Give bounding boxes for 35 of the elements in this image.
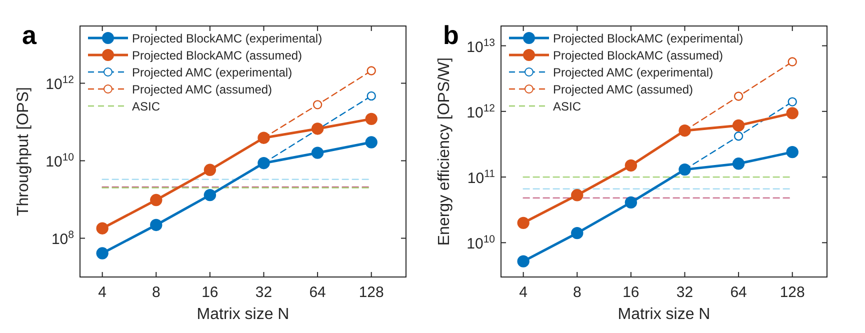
y-tick-label: 10$^{8}$: [51, 229, 74, 248]
x-tick-label: 4: [519, 284, 528, 301]
legend-label: ASIC: [132, 100, 160, 114]
x-tick-label: 32: [676, 284, 694, 301]
x-axis-title: Matrix size N: [618, 306, 710, 323]
y-tick-label: 10$^{12}$: [46, 74, 74, 94]
y-axis-title: Throughput [OPS]: [15, 87, 32, 216]
text: a: [22, 20, 37, 50]
x-tick-label: 128: [358, 284, 384, 301]
y-tick-label: 10$^{13}$: [466, 36, 496, 56]
y-tick-label: 10$^{10}$: [46, 152, 74, 171]
legend-label: Projected BlockAMC (assumed): [132, 48, 302, 62]
legend-label: Projected AMC (assumed): [553, 82, 694, 96]
x-tick-label: 4: [98, 284, 107, 301]
x-tick-label: 64: [730, 284, 747, 301]
x-tick-label: 64: [309, 284, 326, 301]
y-tick-label: 10$^{11}$: [467, 168, 496, 188]
x-tick-label: 16: [622, 284, 640, 301]
legend-label: Projected BlockAMC (experimental): [553, 32, 744, 46]
x-axis-title: Matrix size N: [196, 306, 290, 323]
y-tick-label: 10$^{10}$: [466, 234, 496, 253]
text: b: [443, 20, 459, 50]
x-tick-label: 8: [572, 284, 582, 301]
legend-label: Projected BlockAMC (assumed): [553, 48, 724, 62]
y-axis-title: Energy efficiency [OPS/W]: [436, 57, 453, 246]
legend-label: ASIC: [553, 100, 582, 114]
legend-label: Projected AMC (experimental): [132, 66, 292, 80]
x-tick-label: 8: [152, 284, 160, 301]
y-tick-label: 10$^{12}$: [466, 102, 496, 122]
legend-label: Projected AMC (assumed): [132, 82, 272, 96]
legend-label: Projected AMC (experimental): [553, 66, 714, 80]
legend-label: Projected BlockAMC (experimental): [132, 32, 322, 46]
x-tick-label: 16: [202, 284, 218, 301]
x-tick-label: 32: [255, 284, 272, 301]
x-tick-label: 128: [780, 284, 805, 301]
